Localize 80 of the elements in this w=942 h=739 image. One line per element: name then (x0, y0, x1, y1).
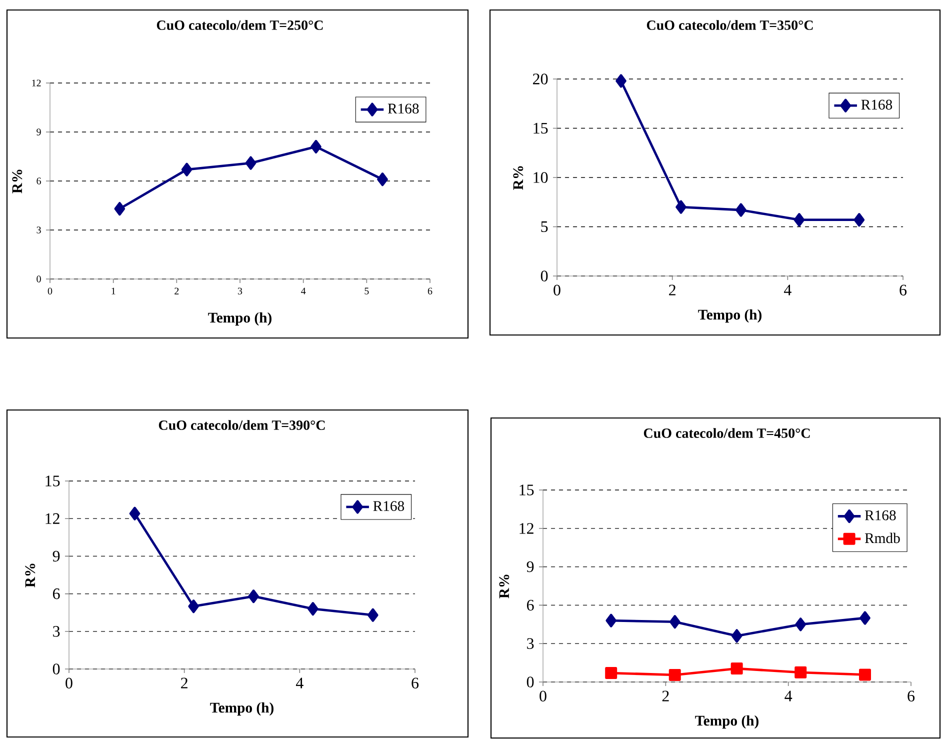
point (245, 156, 256, 170)
x-tick-label: 6 (428, 288, 432, 294)
y-tick-label: 6 (526, 600, 534, 611)
x-axis-title: Tempo (h) (698, 309, 762, 323)
y-tick-label: 3 (527, 638, 534, 649)
legend-label: R168 (388, 104, 419, 114)
y-axis-title: R% (513, 166, 524, 190)
x-tick-label: 3 (238, 288, 242, 294)
y-tick-label: 6 (52, 588, 60, 600)
point (730, 662, 743, 675)
x-tick-label: 4 (301, 288, 306, 294)
y-tick-label: 12 (46, 513, 60, 524)
legend-label: R168 (864, 510, 896, 520)
chart-title: CuO catecolo/dem T=250°C (156, 20, 323, 30)
x-axis-title: Tempo (h) (208, 312, 272, 326)
x-axis-title: Tempo (h) (210, 702, 274, 716)
x-tick-label: 6 (900, 284, 907, 296)
point (668, 668, 681, 681)
x-axis-title: Tempo (h) (695, 715, 758, 729)
x-tick-label: 5 (364, 288, 369, 294)
point (188, 600, 199, 614)
y-tick-label: 15 (534, 122, 548, 134)
x-tick-label: 4 (784, 690, 792, 702)
point (368, 608, 378, 622)
y-tick-label: 3 (36, 226, 41, 234)
x-tick-label: 6 (412, 678, 419, 688)
y-tick-label: 0 (36, 276, 41, 282)
x-tick-label: 1 (112, 288, 116, 294)
point (308, 602, 318, 616)
point (616, 74, 626, 88)
x-tick-label: 2 (174, 288, 179, 294)
point (854, 213, 865, 227)
legend-label: R168 (861, 100, 892, 110)
y-tick-label: 20 (533, 74, 548, 84)
point (736, 203, 746, 217)
x-tick-label: 0 (66, 678, 72, 688)
y-tick-label: 5 (541, 221, 548, 232)
legend-label: Rmdb (864, 532, 900, 544)
point (731, 629, 742, 643)
y-tick-label: 10 (534, 172, 548, 183)
point (794, 666, 807, 678)
point (606, 614, 616, 628)
point (676, 200, 686, 214)
point (794, 213, 805, 227)
point (859, 668, 871, 681)
chart-title: CuO catecolo/dem T=350°C (646, 20, 813, 30)
point (181, 162, 192, 176)
x-tick-label: 2 (181, 678, 188, 688)
y-tick-label: 12 (32, 80, 41, 86)
y-tick-label: 3 (53, 626, 60, 637)
point (248, 590, 259, 604)
chart-title: CuO catecolo/dem T=450°C (644, 428, 810, 438)
x-tick-label: 4 (296, 678, 304, 688)
x-tick-label: 0 (554, 284, 560, 296)
point (605, 667, 618, 680)
x-tick-label: 4 (784, 284, 792, 296)
point (860, 611, 870, 625)
x-tick-label: 2 (669, 284, 676, 296)
y-tick-label: 0 (52, 664, 60, 674)
y-tick-label: 15 (520, 484, 534, 496)
y-tick-label: 15 (46, 476, 60, 486)
point (114, 202, 126, 216)
y-axis-title: R% (12, 170, 22, 194)
y-axis-title: R% (499, 574, 510, 598)
y-tick-label: 9 (52, 550, 60, 562)
point (129, 506, 140, 520)
y-axis-title: R% (25, 564, 36, 588)
point (377, 172, 388, 186)
y-tick-label: 0 (540, 270, 548, 282)
y-tick-label: 12 (520, 523, 534, 534)
point (795, 618, 806, 632)
chart-title: CuO catecolo/dem T=390°C (158, 420, 325, 430)
x-tick-label: 2 (662, 690, 669, 702)
legend-label: R168 (373, 501, 404, 511)
point (669, 615, 680, 629)
x-tick-label: 6 (908, 690, 915, 702)
y-tick-label: 9 (36, 128, 41, 136)
y-tick-label: 9 (526, 561, 534, 572)
point (310, 140, 322, 154)
y-tick-label: 6 (36, 178, 41, 184)
